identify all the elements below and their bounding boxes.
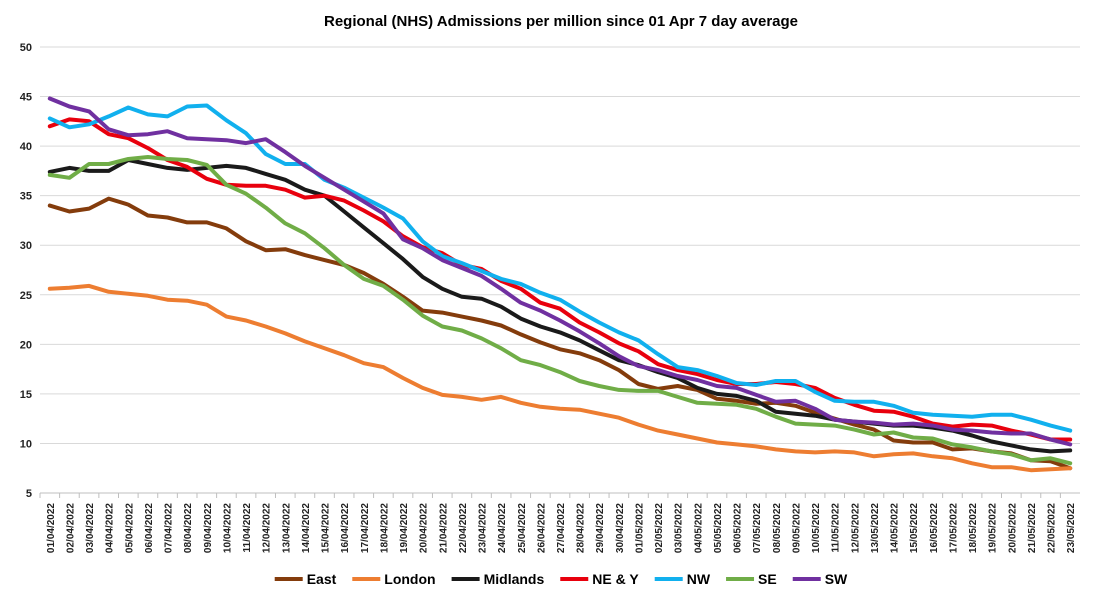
x-tick-label: 15/04/2022 xyxy=(321,503,332,553)
x-tick-label: 06/04/2022 xyxy=(144,503,155,553)
x-tick-label: 08/04/2022 xyxy=(183,503,194,553)
x-tick-label: 27/04/2022 xyxy=(556,503,567,553)
x-tick-label: 07/04/2022 xyxy=(164,503,175,553)
x-tick-label: 01/05/2022 xyxy=(634,503,645,553)
y-tick-label: 10 xyxy=(20,438,32,450)
x-tick-label: 04/05/2022 xyxy=(693,503,704,553)
legend-label: NE & Y xyxy=(592,571,639,587)
x-tick-label: 05/05/2022 xyxy=(713,503,724,553)
x-tick-label: 14/04/2022 xyxy=(301,503,312,553)
x-tick-label: 10/04/2022 xyxy=(222,503,233,553)
series-lines xyxy=(47,96,1073,473)
x-tick-label: 17/04/2022 xyxy=(360,503,371,553)
series-line-se xyxy=(47,155,1073,466)
x-tick-label: 24/04/2022 xyxy=(497,503,508,553)
legend-label: East xyxy=(307,571,337,587)
grid-lines xyxy=(40,46,1080,494)
x-tick-label: 19/04/2022 xyxy=(399,503,410,553)
x-tick-label: 13/05/2022 xyxy=(870,503,881,553)
x-tick-label: 03/04/2022 xyxy=(85,503,96,553)
series-line-london xyxy=(47,283,1073,473)
x-tick-label: 15/05/2022 xyxy=(909,503,920,553)
x-tick-label: 12/04/2022 xyxy=(262,503,273,553)
y-tick-label: 45 xyxy=(20,92,32,104)
x-tick-label: 28/04/2022 xyxy=(576,503,587,553)
x-tick-label: 02/05/2022 xyxy=(654,503,665,553)
x-tick-label: 21/05/2022 xyxy=(1027,503,1038,553)
y-tick-label: 20 xyxy=(20,339,32,351)
x-tick-label: 07/05/2022 xyxy=(752,503,763,553)
chart-title: Regional (NHS) Admissions per million si… xyxy=(324,13,798,30)
x-tick-label: 06/05/2022 xyxy=(733,503,744,553)
x-tick-label: 11/05/2022 xyxy=(831,503,842,553)
legend: East London Midlands NE & Y NW SE SW xyxy=(274,571,848,587)
x-tick-label: 26/04/2022 xyxy=(536,503,547,553)
series-line-nw xyxy=(47,103,1073,433)
legend-label: SE xyxy=(758,571,777,587)
x-tick-label: 09/04/2022 xyxy=(203,503,214,553)
y-tick-label: 25 xyxy=(20,290,32,302)
x-tick-label: 30/04/2022 xyxy=(615,503,626,553)
legend-label: NW xyxy=(687,571,711,587)
x-tick-label: 10/05/2022 xyxy=(811,503,822,553)
x-tick-label: 02/04/2022 xyxy=(65,503,76,553)
x-tick-label: 25/04/2022 xyxy=(517,503,528,553)
x-tick-label: 22/04/2022 xyxy=(458,503,469,553)
x-tick-label: 22/05/2022 xyxy=(1047,503,1058,553)
legend-label: SW xyxy=(825,571,848,587)
x-tick-label: 23/04/2022 xyxy=(478,503,489,553)
x-tick-label: 12/05/2022 xyxy=(850,503,861,553)
y-tick-label: 35 xyxy=(20,191,32,203)
x-tick-label: 09/05/2022 xyxy=(791,503,802,553)
y-tick-label: 40 xyxy=(20,141,32,153)
x-tick-label: 03/05/2022 xyxy=(674,503,685,553)
series-line-ne-y xyxy=(47,117,1073,442)
y-tick-label: 5 xyxy=(26,488,32,500)
x-tick-label: 14/05/2022 xyxy=(890,503,901,553)
y-axis-ticks: 5 10 15 20 25 30 35 40 45 50 xyxy=(20,42,32,500)
x-tick-label: 16/04/2022 xyxy=(340,503,351,553)
series-line-east xyxy=(47,196,1073,471)
x-tick-label: 21/04/2022 xyxy=(438,503,449,553)
x-tick-label: 16/05/2022 xyxy=(929,503,940,553)
x-tick-label: 04/04/2022 xyxy=(105,503,116,553)
y-tick-label: 15 xyxy=(20,389,32,401)
x-tick-label: 23/05/2022 xyxy=(1066,503,1077,553)
x-tick-label: 18/04/2022 xyxy=(379,503,390,553)
y-tick-label: 50 xyxy=(20,42,32,54)
x-tick-label: 11/04/2022 xyxy=(242,503,253,553)
y-tick-label: 30 xyxy=(20,240,32,252)
legend-label: Midlands xyxy=(484,571,545,587)
x-tick-label: 20/04/2022 xyxy=(419,503,430,553)
x-tick-label: 13/04/2022 xyxy=(281,503,292,553)
x-tick-label: 17/05/2022 xyxy=(948,503,959,553)
series-line-sw xyxy=(47,96,1073,447)
x-tick-label: 08/05/2022 xyxy=(772,503,783,553)
x-tick-label: 05/04/2022 xyxy=(124,503,135,553)
x-tick-label: 19/05/2022 xyxy=(988,503,999,553)
x-tick-label: 29/04/2022 xyxy=(595,503,606,553)
x-axis-ticks: 01/04/2022 02/04/2022 03/04/2022 04/04/2022… xyxy=(39,493,1077,553)
x-tick-label: 18/05/2022 xyxy=(968,503,979,553)
legend-label: London xyxy=(384,571,435,587)
x-tick-label: 01/04/2022 xyxy=(46,503,57,553)
x-tick-label: 20/05/2022 xyxy=(1007,503,1018,553)
